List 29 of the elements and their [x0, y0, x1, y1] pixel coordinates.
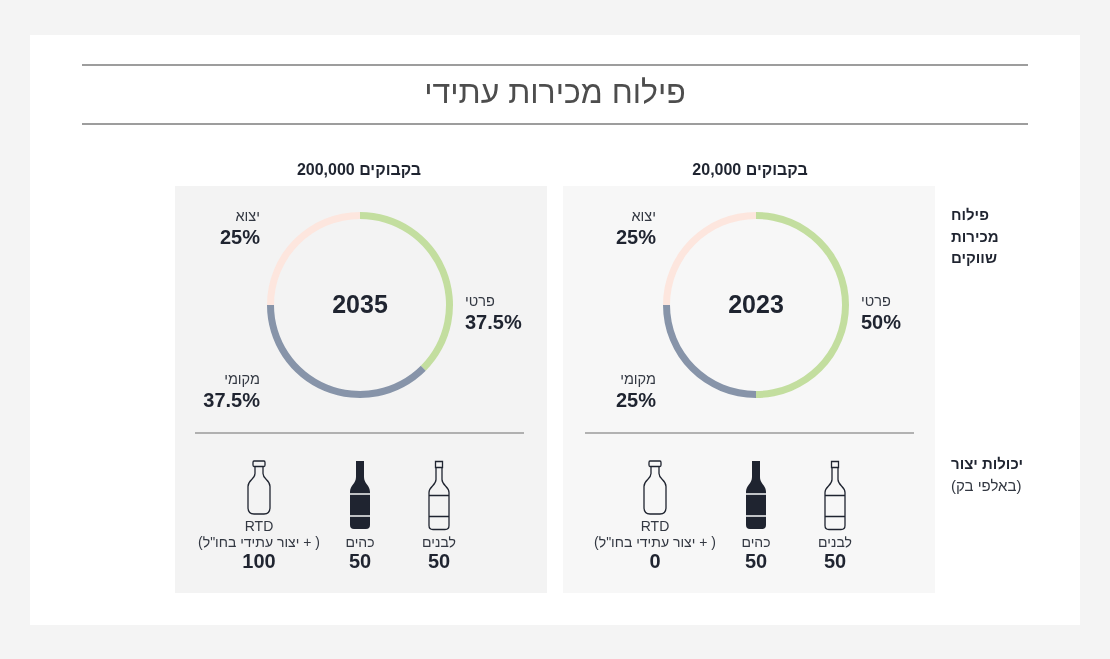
- slice-label: מקומי: [620, 371, 656, 387]
- data-label: 50: [348, 550, 372, 572]
- slice-label: יצוא: [631, 208, 656, 224]
- text: פילוח מכירות שווקים: [951, 206, 999, 266]
- category-label: כהים: [741, 534, 771, 550]
- data-label: 0: [649, 550, 661, 572]
- text: יכולות יצור (באלפי בק): [951, 455, 1023, 494]
- data-label: 25%: [615, 226, 657, 248]
- data-label: 37.5%: [203, 389, 261, 411]
- slice-label: פרטי: [465, 293, 495, 309]
- data-label: 50%: [861, 311, 902, 333]
- text: 2035: [332, 290, 388, 318]
- data-label: 25%: [219, 226, 261, 248]
- category-label: כהים: [345, 534, 375, 550]
- chart-title: 20,000 בקבוקים: [692, 161, 808, 178]
- data-label: 50: [823, 550, 847, 572]
- data-label: 25%: [615, 389, 657, 411]
- data-label: 50: [427, 550, 451, 572]
- category-label: לבנים: [818, 534, 852, 550]
- data-label: 100: [242, 550, 276, 572]
- category-label: לבנים: [422, 534, 456, 550]
- data-label: 50: [744, 550, 768, 572]
- slice-label: יצוא: [235, 208, 260, 224]
- slice-label: מקומי: [224, 371, 260, 387]
- text: פילוח מכירות עתידי: [424, 74, 686, 110]
- chart-title: 200,000 בקבוקים: [296, 161, 422, 178]
- slice-label: פרטי: [861, 293, 891, 309]
- data-label: 37.5%: [465, 311, 522, 333]
- text: 2023: [728, 290, 784, 318]
